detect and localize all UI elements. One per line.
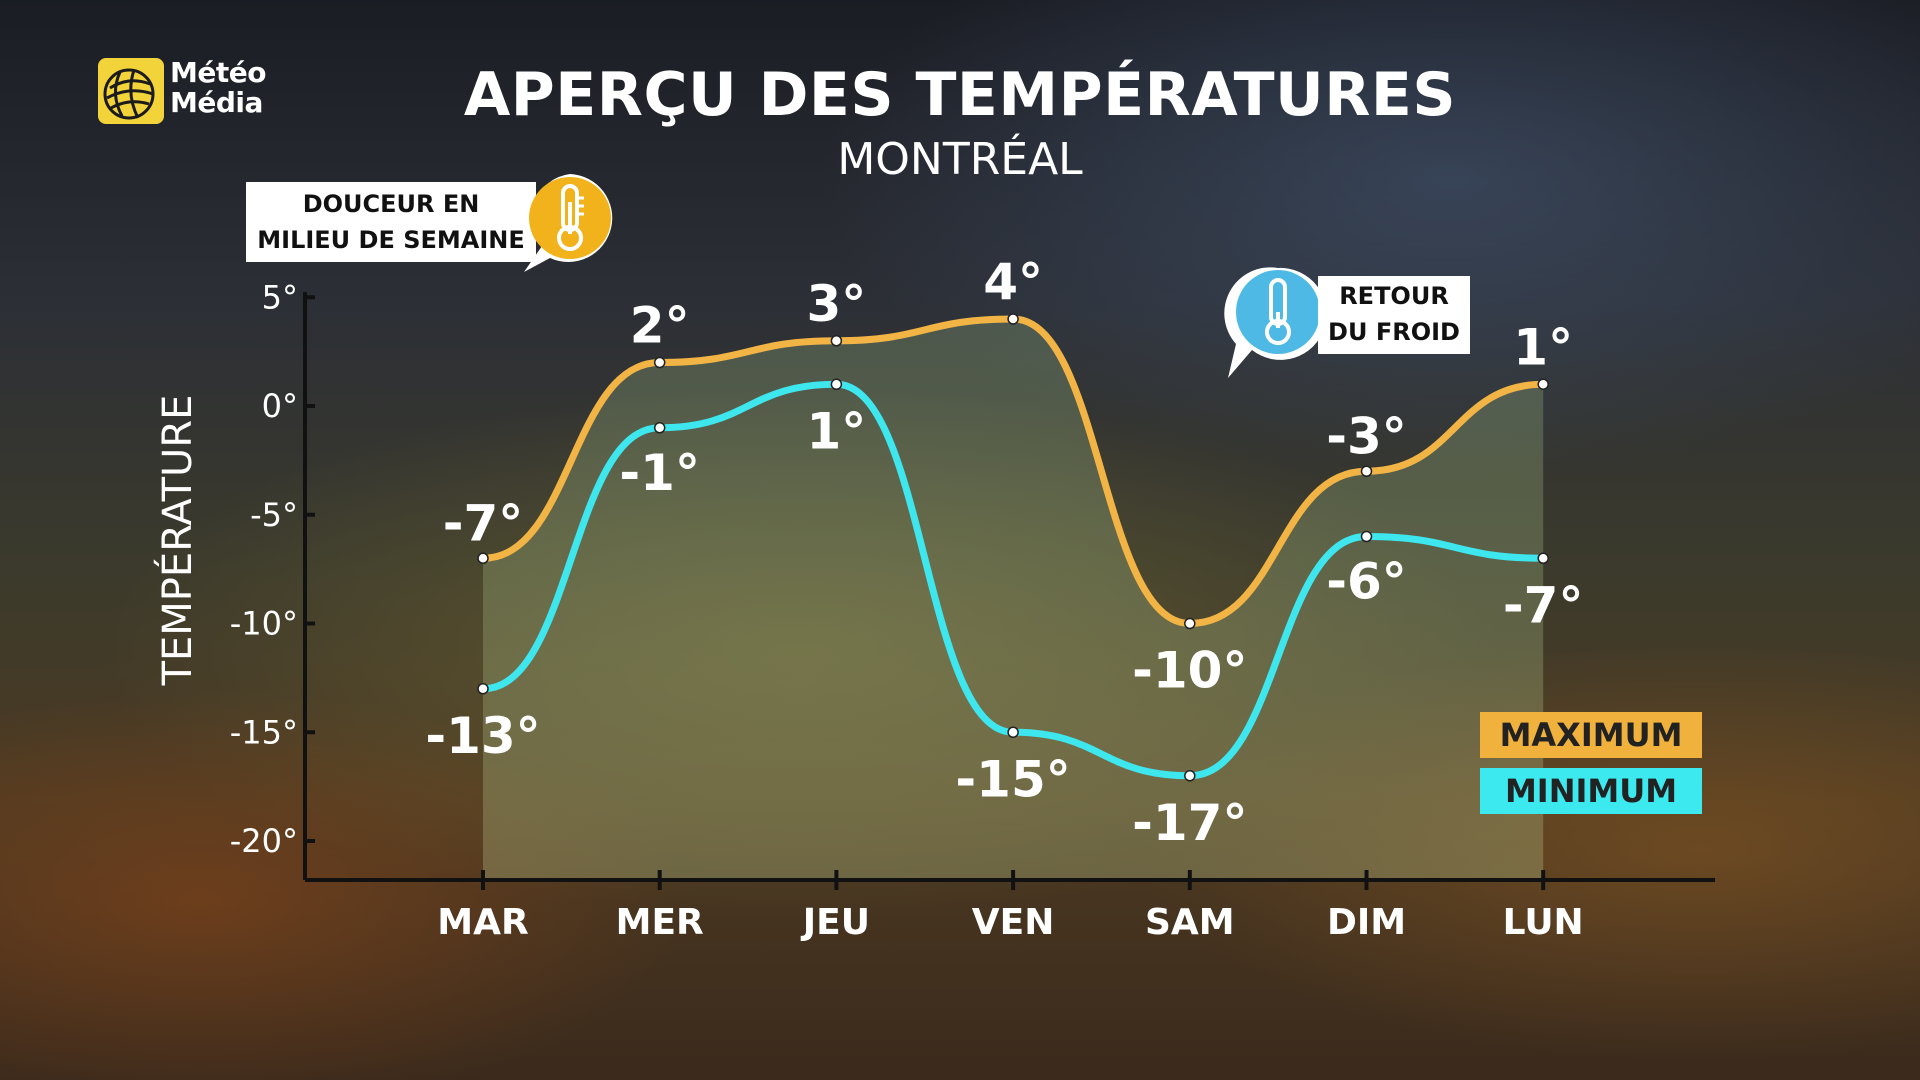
callout-left-line2: MILIEU DE SEMAINE xyxy=(257,226,525,254)
data-point-maximum xyxy=(477,552,489,564)
y-tick-label: -5° xyxy=(250,496,298,534)
x-tick-label: MER xyxy=(616,902,704,943)
logo-line2: Média xyxy=(170,86,263,119)
data-label-minimum: 1° xyxy=(807,402,867,460)
chart-title: APERÇU DES TEMPÉRATURES xyxy=(463,60,1457,130)
thermometer-icon xyxy=(524,174,613,272)
x-tick-label: MAR xyxy=(437,902,528,943)
y-tick-label: -20° xyxy=(230,822,298,860)
callout-mild-midweek: DOUCEUR EN MILIEU DE SEMAINE xyxy=(246,182,536,262)
thermometer-icon xyxy=(1224,267,1327,378)
y-tick-label: 0° xyxy=(262,387,298,425)
data-label-maximum: 4° xyxy=(983,253,1043,311)
x-tick-label: LUN xyxy=(1503,902,1584,943)
callout-right-line1: RETOUR xyxy=(1339,282,1449,310)
data-point-maximum xyxy=(1360,465,1373,477)
data-label-maximum: 1° xyxy=(1513,318,1573,376)
series-line-minimum xyxy=(479,380,1547,780)
data-point-minimum xyxy=(477,683,489,695)
data-point-maximum xyxy=(1184,617,1196,630)
chart-subtitle: MONTRÉAL xyxy=(837,134,1083,185)
data-label-maximum: 3° xyxy=(807,275,867,333)
data-label-minimum: -15° xyxy=(955,750,1070,808)
data-label-minimum: -6° xyxy=(1326,553,1407,611)
x-tick-label: SAM xyxy=(1145,902,1235,943)
data-point-minimum xyxy=(1537,552,1549,564)
data-point-maximum xyxy=(830,335,843,347)
y-tick-label: -10° xyxy=(230,605,298,643)
logo-text: Météo Média xyxy=(170,58,266,118)
data-point-maximum xyxy=(1007,313,1019,325)
data-label-minimum: -17° xyxy=(1132,794,1247,852)
data-point-maximum xyxy=(1537,378,1549,390)
legend-minimum: MINIMUM xyxy=(1480,768,1702,814)
y-tick-label: -15° xyxy=(230,713,298,751)
data-point-maximum xyxy=(653,356,666,369)
logo-line1: Météo xyxy=(170,56,266,89)
x-tick-label: DIM xyxy=(1327,902,1406,943)
meteomedia-logo: Météo Média xyxy=(98,58,273,128)
max-area-fill xyxy=(483,319,1544,880)
data-point-minimum xyxy=(1360,530,1373,543)
y-tick-label: 5° xyxy=(262,278,298,316)
data-point-minimum xyxy=(1007,726,1019,738)
callout-left-line1: DOUCEUR EN xyxy=(302,190,480,218)
data-label-maximum: 2° xyxy=(630,297,690,355)
globe-icon xyxy=(98,58,164,124)
data-label-maximum: -3° xyxy=(1326,407,1407,465)
data-point-minimum xyxy=(1184,770,1196,782)
data-point-minimum xyxy=(653,422,666,434)
legend-maximum: MAXIMUM xyxy=(1480,712,1702,758)
callout-cold-return: RETOUR DU FROID xyxy=(1318,276,1470,354)
data-label-minimum: -7° xyxy=(1503,576,1584,634)
data-label-minimum: -13° xyxy=(425,707,540,765)
data-label-maximum: -10° xyxy=(1132,642,1247,700)
data-point-minimum xyxy=(830,378,843,390)
data-label-minimum: -1° xyxy=(619,444,700,502)
callout-right-line2: DU FROID xyxy=(1328,318,1460,346)
x-tick-label: VEN xyxy=(972,902,1055,943)
x-tick-label: JEU xyxy=(800,902,870,943)
data-label-maximum: -7° xyxy=(443,494,524,552)
